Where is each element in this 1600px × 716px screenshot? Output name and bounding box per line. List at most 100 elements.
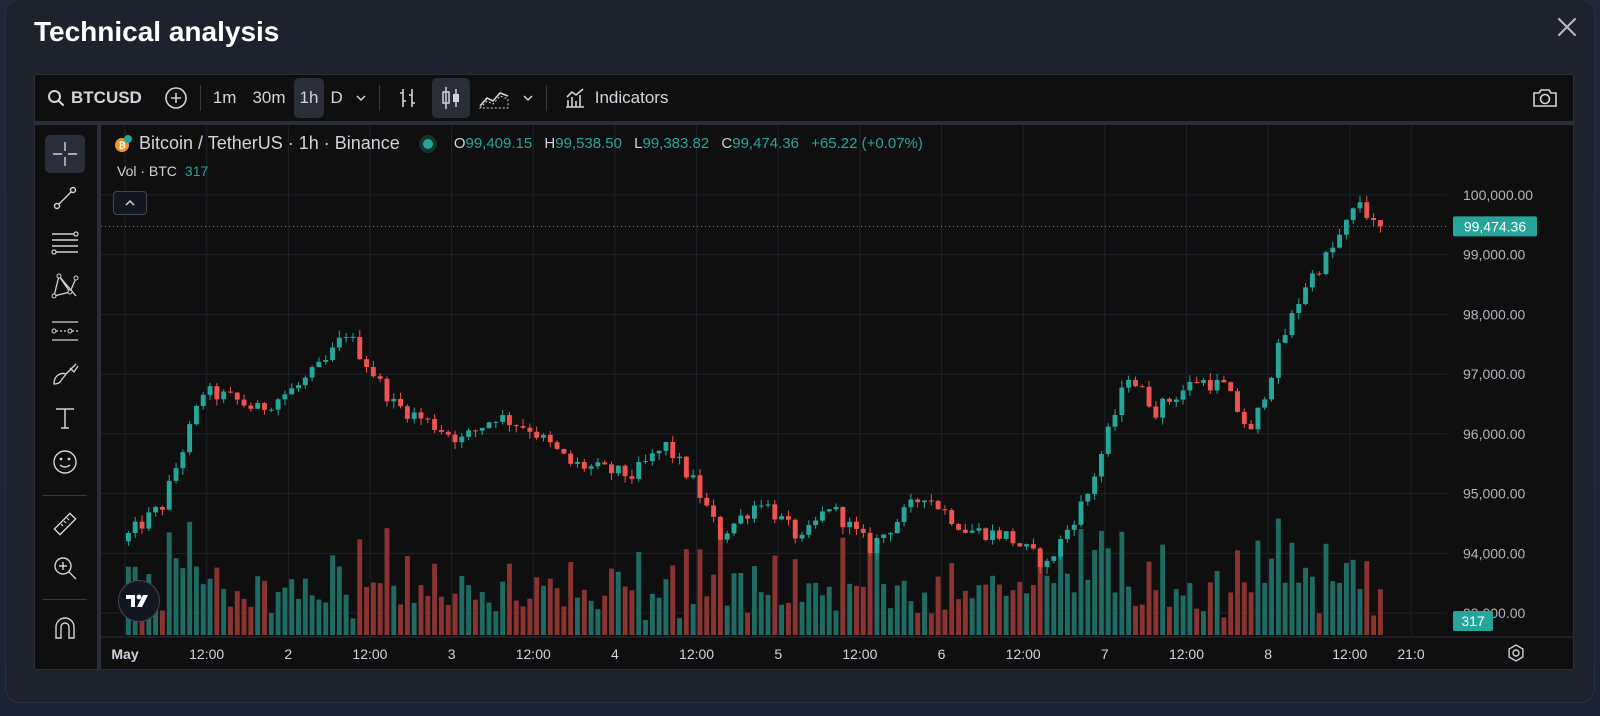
- volume-bar: [493, 611, 499, 635]
- close-button[interactable]: [1554, 14, 1580, 40]
- toolbar-divider: [545, 85, 547, 111]
- low-value: 99,383.82: [642, 135, 710, 152]
- interval-1m[interactable]: 1m: [212, 88, 237, 107]
- candle-body: [1017, 543, 1023, 547]
- volume-bar: [1160, 544, 1166, 635]
- volume-bar: [751, 566, 757, 635]
- volume-bar: [262, 580, 267, 635]
- volume-bar: [466, 585, 472, 635]
- x-tick-label: 7: [1101, 646, 1109, 662]
- volume-bar: [452, 593, 458, 635]
- chart-area[interactable]: 100,000.00 99,000.00 98,000.00 97,000.00 96,…: [101, 125, 1573, 669]
- volume-bar: [956, 599, 961, 635]
- volume-bar: [1153, 590, 1159, 635]
- compare-button[interactable]: [158, 78, 194, 118]
- candle-body: [928, 500, 934, 502]
- chart-settings-button[interactable]: [1505, 642, 1527, 664]
- volume-bar: [302, 578, 308, 635]
- indicators-button[interactable]: Indicators: [557, 78, 675, 118]
- symbol-search[interactable]: BTCUSD: [41, 78, 148, 118]
- interval-dropdown[interactable]: [349, 78, 373, 118]
- candle-body: [289, 388, 295, 395]
- area-style-button[interactable]: [472, 78, 516, 118]
- candle-body: [214, 386, 220, 400]
- candle-body: [1323, 252, 1329, 274]
- candle-body: [438, 429, 444, 432]
- interval-d[interactable]: D: [330, 88, 343, 107]
- candle-body: [813, 520, 819, 526]
- volume-bar: [1214, 570, 1220, 635]
- volume-bar: [928, 613, 934, 635]
- volume-bar: [214, 567, 220, 635]
- close-icon: [1557, 17, 1577, 37]
- candle-body: [636, 462, 642, 479]
- ruler-tool[interactable]: [45, 505, 85, 543]
- emoji-tool[interactable]: [45, 443, 85, 481]
- price-chart[interactable]: 100,000.00 99,000.00 98,000.00 97,000.00 96,…: [101, 125, 1573, 669]
- candles-style-button[interactable]: [431, 78, 470, 118]
- candle-body: [159, 506, 165, 510]
- collapse-legend-button[interactable]: [113, 191, 147, 215]
- volume-bar: [343, 594, 349, 635]
- candle-body: [418, 412, 424, 419]
- volume-bar: [506, 563, 512, 635]
- volume-bar: [193, 566, 199, 635]
- volume-bar: [1030, 584, 1036, 635]
- candle-body: [350, 336, 356, 338]
- candle-body: [486, 422, 492, 428]
- volume-bar: [166, 532, 172, 635]
- candle-body: [568, 453, 574, 464]
- volume-bar: [411, 602, 417, 635]
- candle-body: [1377, 220, 1383, 227]
- tradingview-logo[interactable]: [118, 580, 160, 622]
- candle-body: [894, 521, 900, 534]
- chart-widget: BTCUSD 1m 30m 1h D: [34, 74, 1574, 670]
- brush-tool[interactable]: [45, 355, 85, 393]
- interval-30m[interactable]: 30m: [252, 88, 286, 107]
- candle-body: [602, 462, 608, 465]
- volume-bar: [173, 558, 179, 635]
- candle-body: [1330, 247, 1336, 253]
- high-value: 99,538.50: [555, 135, 622, 152]
- text-tool[interactable]: [45, 399, 85, 437]
- bars-style-button[interactable]: [390, 78, 426, 118]
- magnet-tool[interactable]: [45, 609, 85, 647]
- volume-bar: [568, 562, 574, 635]
- candle-body: [874, 538, 880, 554]
- zoom-tool[interactable]: [45, 549, 85, 587]
- candle-body: [561, 448, 567, 454]
- volume-bar: [336, 566, 342, 635]
- volume-bar: [1105, 548, 1111, 635]
- forecast-tool[interactable]: [45, 311, 85, 349]
- candle-body: [1241, 411, 1247, 424]
- volume-bar: [1167, 606, 1172, 635]
- volume-bar: [1207, 582, 1213, 635]
- trend-line-tool[interactable]: [45, 179, 85, 217]
- candle-body: [663, 441, 669, 451]
- interval-1h[interactable]: 1h: [293, 78, 325, 118]
- candle-body: [241, 399, 247, 406]
- candle-body: [649, 453, 655, 462]
- crosshair-tool[interactable]: [45, 135, 85, 173]
- volume-bar: [996, 584, 1002, 635]
- volume-bar: [459, 576, 465, 635]
- volume-bar: [854, 586, 859, 635]
- tradingview-logo-icon: [126, 594, 148, 607]
- snapshot-button[interactable]: [1525, 78, 1565, 118]
- candle-body: [581, 461, 587, 469]
- open-value: 99,409.15: [465, 135, 533, 152]
- last-volume-label: 317: [1461, 613, 1485, 629]
- x-tick-label: 3: [448, 646, 456, 662]
- volume-bar: [915, 612, 921, 635]
- volume-bar: [867, 549, 873, 635]
- volume-bar: [268, 613, 274, 635]
- volume-bar: [438, 596, 444, 635]
- chart-style-dropdown[interactable]: [516, 78, 540, 118]
- volume-bar: [207, 578, 213, 635]
- volume-bar: [663, 579, 669, 635]
- toolbar-divider: [43, 599, 87, 600]
- fib-tool[interactable]: [45, 223, 85, 261]
- pattern-tool[interactable]: [45, 267, 85, 305]
- drawing-toolbar: [35, 125, 101, 669]
- change-value: +65.22 (+0.07%): [811, 135, 923, 152]
